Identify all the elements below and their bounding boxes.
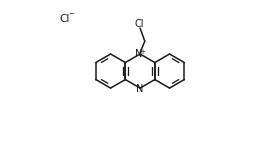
Text: Cl: Cl — [134, 19, 144, 29]
Text: N: N — [136, 83, 143, 94]
Text: N: N — [134, 49, 141, 59]
Text: +: + — [138, 49, 144, 55]
Text: Cl: Cl — [59, 14, 70, 24]
Text: −: − — [69, 11, 75, 17]
